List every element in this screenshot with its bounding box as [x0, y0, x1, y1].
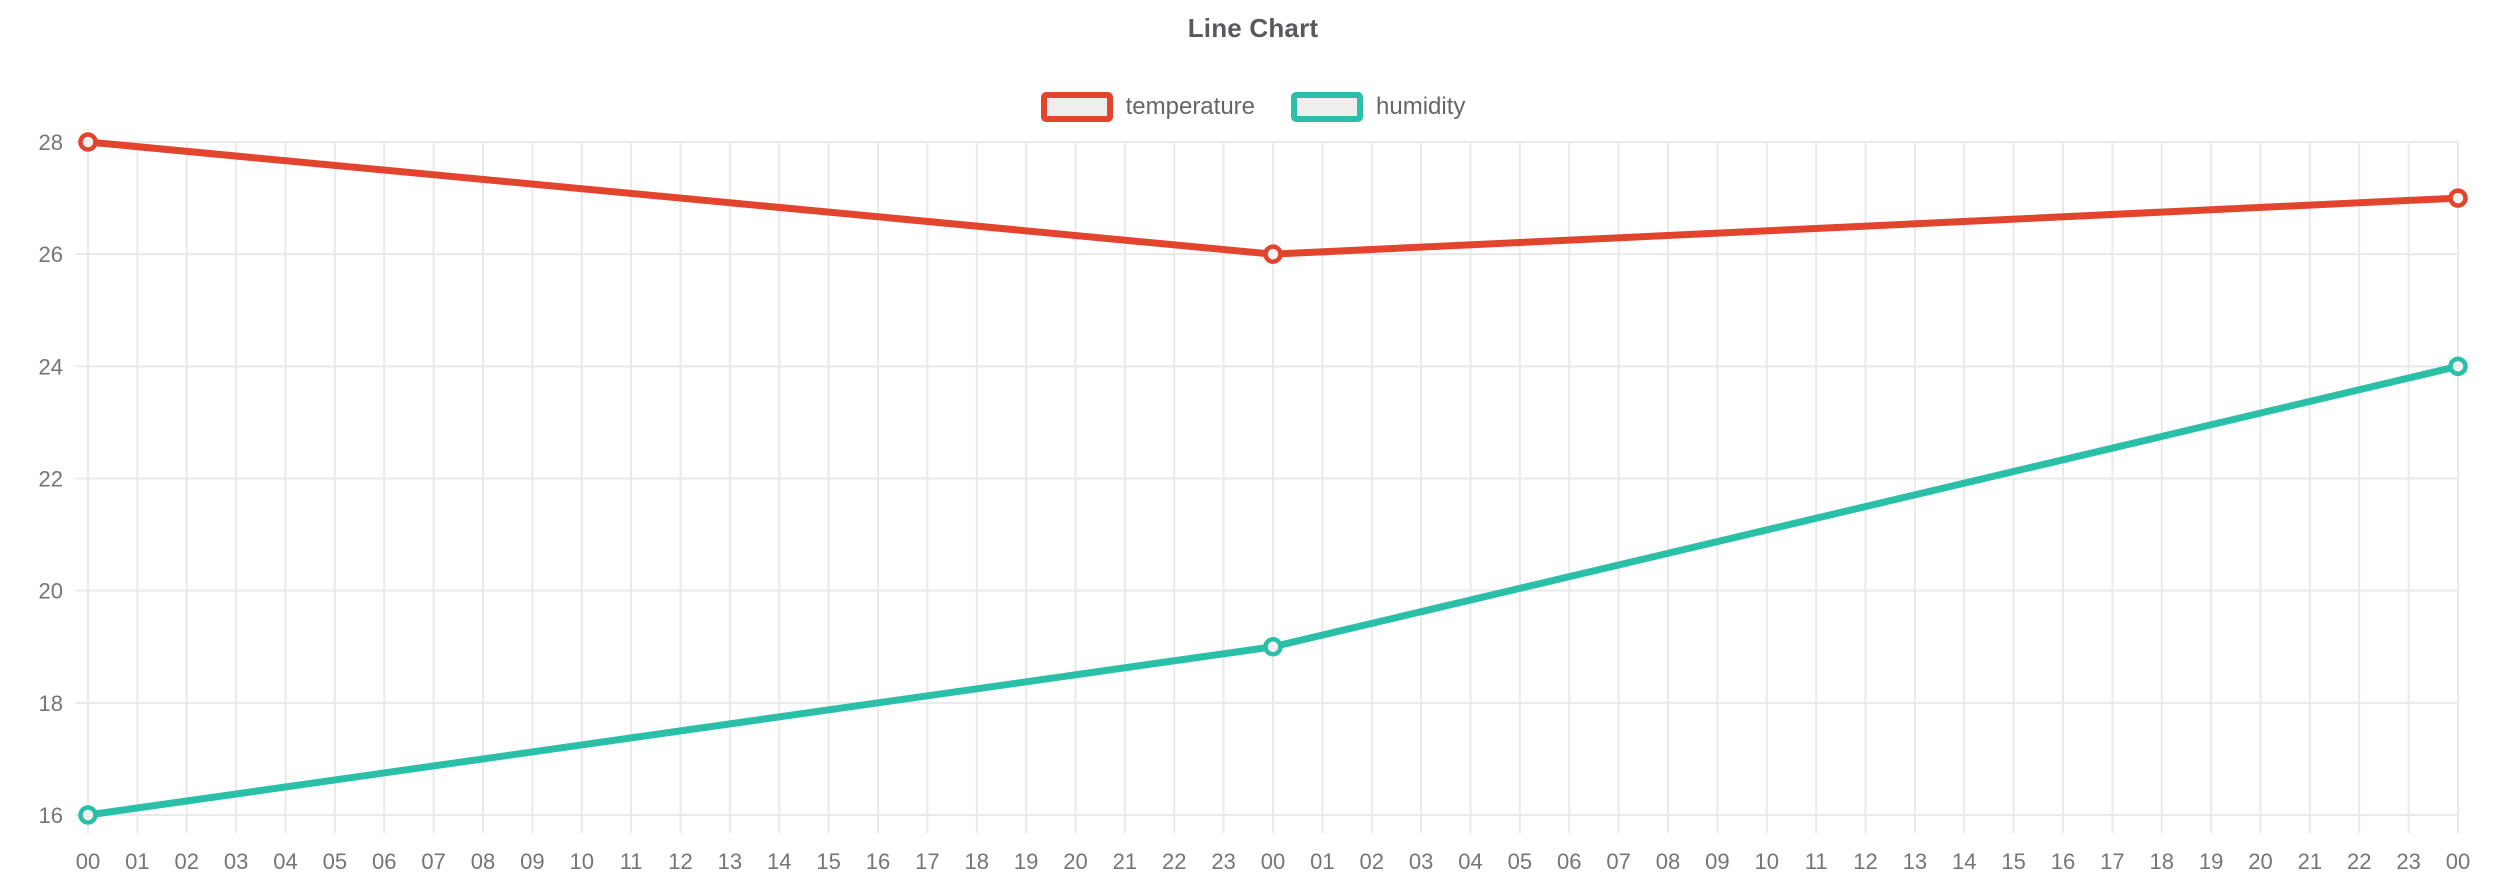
- x-tick-label: 09: [1705, 849, 1729, 874]
- x-tick-label: 14: [1952, 849, 1976, 874]
- y-tick-label: 22: [39, 467, 63, 492]
- x-tick-label: 04: [273, 849, 297, 874]
- x-tick-label: 19: [1014, 849, 1038, 874]
- x-tick-label: 04: [1458, 849, 1482, 874]
- x-tick-label: 06: [372, 849, 396, 874]
- data-point-temperature: [2448, 188, 2468, 208]
- y-tick-label: 26: [39, 242, 63, 267]
- x-tick-label: 18: [2150, 849, 2174, 874]
- x-tick-label: 00: [2446, 849, 2470, 874]
- y-tick-label: 18: [39, 691, 63, 716]
- x-tick-label: 03: [224, 849, 248, 874]
- x-tick-label: 19: [2199, 849, 2223, 874]
- x-tick-label: 08: [1656, 849, 1680, 874]
- x-tick-label: 16: [866, 849, 890, 874]
- x-tick-label: 07: [421, 849, 445, 874]
- legend-marker-icon: [1291, 92, 1364, 122]
- legend-label: temperature: [1125, 93, 1256, 120]
- y-axis-labels: 16 18 20 22 24 26 28: [39, 130, 63, 828]
- x-tick-label: 21: [1113, 849, 1137, 874]
- x-tick-label: 15: [2001, 849, 2025, 874]
- x-tick-label: 11: [1805, 849, 1828, 874]
- x-tick-label: 22: [1162, 849, 1186, 874]
- y-tick-label: 16: [39, 803, 63, 828]
- legend-item-temperature[interactable]: temperature: [1040, 92, 1256, 122]
- legend-marker-icon: [1040, 92, 1113, 122]
- x-tick-label: 05: [323, 849, 347, 874]
- x-tick-label: 23: [2396, 849, 2420, 874]
- x-tick-label: 21: [2298, 849, 2322, 874]
- x-tick-label: 12: [1853, 849, 1877, 874]
- legend-label: humidity: [1376, 93, 1466, 120]
- x-tick-label: 01: [125, 849, 149, 874]
- data-point-humidity: [2448, 356, 2468, 377]
- x-tick-label: 01: [1310, 849, 1334, 874]
- x-tick-label: 00: [76, 849, 100, 874]
- legend-item-humidity[interactable]: humidity: [1291, 92, 1465, 122]
- x-tick-label: 20: [2248, 849, 2272, 874]
- x-tick-label: 22: [2347, 849, 2371, 874]
- x-tick-label: 13: [1903, 849, 1927, 874]
- chart-title: Line Chart: [1187, 13, 1319, 43]
- x-tick-label: 02: [175, 849, 199, 874]
- x-tick-label: 23: [1211, 849, 1235, 874]
- x-tick-label: 02: [1360, 849, 1384, 874]
- data-point-temperature: [78, 132, 98, 152]
- x-tick-label: 08: [471, 849, 495, 874]
- y-tick-label: 20: [39, 579, 63, 604]
- x-axis-labels: 00 01 02 03 04 05 06 07 08 09 10 11 12 13 14 15 16 17 18 19…: [76, 849, 2470, 874]
- x-tick-label: 11: [620, 849, 643, 874]
- data-point-humidity: [1263, 637, 1283, 657]
- x-tick-label: 10: [1755, 849, 1779, 874]
- x-tick-label: 10: [570, 849, 594, 874]
- x-tick-label: 17: [915, 849, 939, 874]
- x-tick-label: 09: [520, 849, 544, 874]
- x-tick-label: 17: [2100, 849, 2124, 874]
- data-point-humidity: [78, 805, 98, 825]
- data-point-temperature: [1263, 244, 1283, 264]
- x-tick-label: 20: [1063, 849, 1087, 874]
- y-tick-label: 24: [39, 354, 63, 379]
- x-tick-label: 06: [1557, 849, 1581, 874]
- x-tick-label: 13: [718, 849, 742, 874]
- x-tick-label: 05: [1508, 849, 1532, 874]
- chart-legend: temperature humidity: [0, 92, 2506, 122]
- x-tick-label: 15: [816, 849, 840, 874]
- x-tick-label: 18: [965, 849, 989, 874]
- grid-lines: [75, 141, 2459, 833]
- x-tick-label: 16: [2051, 849, 2075, 874]
- x-tick-label: 00: [1261, 849, 1285, 874]
- y-tick-label: 28: [39, 130, 63, 155]
- x-tick-label: 03: [1409, 849, 1433, 874]
- x-tick-label: 12: [668, 849, 692, 874]
- x-tick-label: 14: [767, 849, 791, 874]
- x-tick-label: 07: [1606, 849, 1630, 874]
